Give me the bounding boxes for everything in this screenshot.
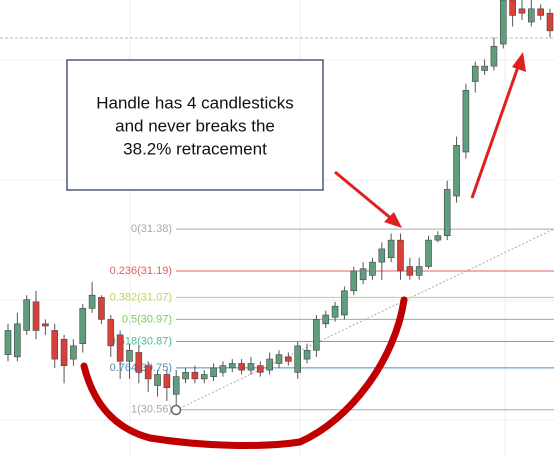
arrow xyxy=(334,170,394,222)
candle-body xyxy=(154,374,161,386)
candle-body xyxy=(51,330,59,360)
candle-body xyxy=(434,235,442,241)
candle-body xyxy=(98,297,105,320)
candle-body xyxy=(481,65,488,71)
candle-body xyxy=(88,294,96,309)
candle-body xyxy=(509,0,516,16)
candle-body xyxy=(4,330,12,355)
candle-body xyxy=(369,261,376,276)
candle-body xyxy=(79,308,87,344)
candle-body xyxy=(406,266,414,276)
candles xyxy=(4,0,554,406)
annotation-box xyxy=(66,59,324,191)
candle-body xyxy=(266,358,273,371)
candle-body xyxy=(275,354,283,364)
candle-body xyxy=(172,376,180,395)
arrow-head xyxy=(384,212,402,228)
fib-levels: 0(31.38) 0.236(31.19) 0.382(31.07) 0.5(30.9… xyxy=(110,223,554,416)
arrow-head xyxy=(512,52,526,72)
candle-body xyxy=(537,8,544,16)
candle-body xyxy=(518,8,526,14)
candle-body xyxy=(116,334,124,362)
candle-body xyxy=(42,323,49,327)
fib-label: 0.382(31.07) xyxy=(110,291,172,303)
candle-body xyxy=(490,45,498,67)
candle-body xyxy=(14,323,21,358)
candle-body xyxy=(425,239,432,267)
candle-body xyxy=(163,374,171,389)
candle-body xyxy=(378,248,386,263)
candle-body xyxy=(60,338,68,366)
candle-body xyxy=(144,365,152,380)
candle-body xyxy=(135,352,143,373)
candle-body xyxy=(453,145,460,197)
candle-body xyxy=(303,349,311,360)
candle-body xyxy=(219,365,227,373)
candle-body xyxy=(471,65,479,82)
candle-body xyxy=(294,345,301,373)
candle-body xyxy=(341,290,348,316)
annotation-text: Handle has 4 candlesticks xyxy=(96,93,294,112)
candle-body xyxy=(70,345,77,360)
candle-body xyxy=(443,189,451,237)
candle-body xyxy=(546,12,554,32)
candle-body xyxy=(247,363,255,371)
candle-body xyxy=(350,270,358,292)
candle-body xyxy=(126,349,133,362)
fib-label: 0.618(30.87) xyxy=(110,335,172,347)
fib-label: 0(31.38) xyxy=(131,223,172,235)
candle-body xyxy=(32,301,40,331)
candle-body xyxy=(238,363,245,371)
candle-body xyxy=(331,305,339,318)
candle-body xyxy=(191,371,199,380)
candle-body xyxy=(285,356,292,362)
candle-body xyxy=(107,319,115,347)
fib-label: 0.236(31.19) xyxy=(110,265,172,277)
candle-body xyxy=(182,371,189,380)
candle-body xyxy=(415,266,423,276)
candle-body xyxy=(313,319,320,351)
candle-body xyxy=(397,239,404,272)
fib-label: 0.5(30.97) xyxy=(122,313,172,325)
annotation-text: and never breaks the xyxy=(115,116,275,135)
handle-curve xyxy=(80,296,408,449)
candle-body xyxy=(462,90,470,153)
fib-anchor xyxy=(170,404,182,416)
candle-body xyxy=(200,374,208,380)
candle-body xyxy=(322,314,330,325)
candle-body xyxy=(528,8,535,23)
candle-body xyxy=(210,367,217,377)
arrow xyxy=(470,63,521,199)
candle-body xyxy=(23,299,30,331)
candle-body xyxy=(387,239,395,259)
candle-body xyxy=(499,0,507,45)
fib-label: 1(30.56) xyxy=(131,404,172,416)
candle-body xyxy=(228,363,236,369)
candle-body xyxy=(257,365,264,373)
candle-body xyxy=(359,268,367,281)
annotation-text: 38.2% retracement xyxy=(123,139,267,158)
